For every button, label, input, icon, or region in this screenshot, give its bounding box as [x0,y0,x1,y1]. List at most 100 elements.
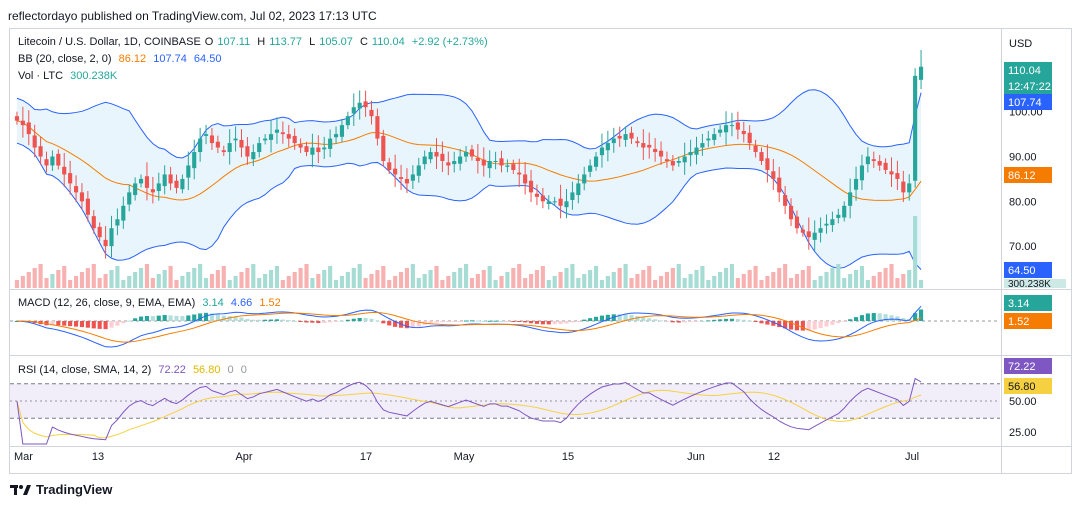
candle-body [85,198,90,215]
candle [552,196,557,206]
volume-bar [800,270,805,288]
volume-bar [700,266,705,288]
candle-body [487,161,492,169]
candle-body [765,158,770,170]
macd-hist-bar [251,319,256,321]
macd-hist-bar [298,321,303,322]
low-value: 105.07 [319,36,353,48]
macd-signal-line [16,311,922,343]
volume-bar [186,272,191,288]
candle [747,125,752,150]
macd-hist-bar [623,314,628,321]
candle-body [800,229,805,233]
candle [452,151,457,173]
candle [121,196,126,229]
macd-hist-bar [56,321,61,326]
volume-bar [192,268,197,288]
volume-bar [842,278,847,288]
candle [599,133,605,168]
candle [14,111,20,125]
volume-bar [599,280,605,288]
candle [664,151,670,168]
macd-hist-bar [440,321,445,323]
candle [700,133,705,156]
volume-bar [280,280,285,288]
volume-bar [611,272,616,288]
candle-body [806,231,811,238]
candle [528,169,534,203]
candle-body [32,135,37,148]
volume-bar [747,270,752,288]
candle-body [233,138,238,141]
macd-hist-bar [257,319,262,321]
candle-body [328,138,333,149]
candle [298,138,303,154]
volume-bar [682,278,687,288]
candle [398,164,404,191]
candle [257,137,262,158]
candle [203,124,209,145]
volume-bar [227,280,232,288]
candle-body [517,172,522,175]
time-axis-label: 17 [360,451,372,463]
candle [712,128,717,146]
macd-hist-bar [865,313,870,321]
macd-hist-bar [62,321,67,326]
macd-hist-bar [871,313,876,321]
bb-basis-badge-bg [1004,167,1052,183]
candle [706,130,711,148]
macd-hist-bar [369,318,374,321]
candle-body [883,162,888,170]
candle-body [156,183,161,192]
candle [913,68,918,188]
volume-bar [233,276,238,288]
candle [56,149,61,170]
candle [771,158,776,191]
candle [245,137,250,165]
candle-body [322,147,327,150]
macd-hist-bar [138,316,144,321]
bb-lower-line [16,142,922,270]
volume-bar [605,276,610,288]
volume-bar [777,268,782,288]
volume-bar [375,270,380,288]
macd-hist-bar [635,316,640,321]
candle-body [907,183,912,193]
macd-hist-bar [558,321,563,325]
macd-hist-bar [913,313,918,321]
volume-bar [85,268,90,288]
candle [735,111,740,140]
candle-body [192,152,197,169]
volume-bar [416,278,421,288]
candle [653,138,658,162]
volume-bar [552,276,557,288]
candle-body [79,192,85,202]
candle [381,129,386,167]
symbol-legend: Litecoin / U.S. Dollar, 1D, COINBASE O 107… [18,36,488,48]
candle [487,150,492,178]
volume-bar [853,270,859,288]
time-axis-label: Apr [235,451,252,463]
macd-hist-bar [198,313,203,321]
symbol-title: Litecoin / U.S. Dollar, 1D, COINBASE [18,36,201,48]
macd-hist-bar [540,321,545,325]
candle [410,165,415,189]
candle [564,189,569,219]
candle [836,208,841,224]
volume-bar [458,268,463,288]
candle [676,156,681,167]
volume-bar [257,278,262,288]
candle-body [304,146,309,153]
macd-line-value: 4.66 [230,297,253,309]
candle-body [694,147,699,155]
tradingview-logo[interactable]: TradingView [10,482,112,497]
macd-hist-bar [682,321,687,323]
candle [109,215,114,258]
candle-body [239,139,244,148]
volume-bar [162,270,167,288]
macd-hist-bar [753,321,758,323]
candle-body [375,116,380,139]
macd-hist-bar [528,321,534,324]
rsi-sma-badge-bg [1004,378,1052,394]
